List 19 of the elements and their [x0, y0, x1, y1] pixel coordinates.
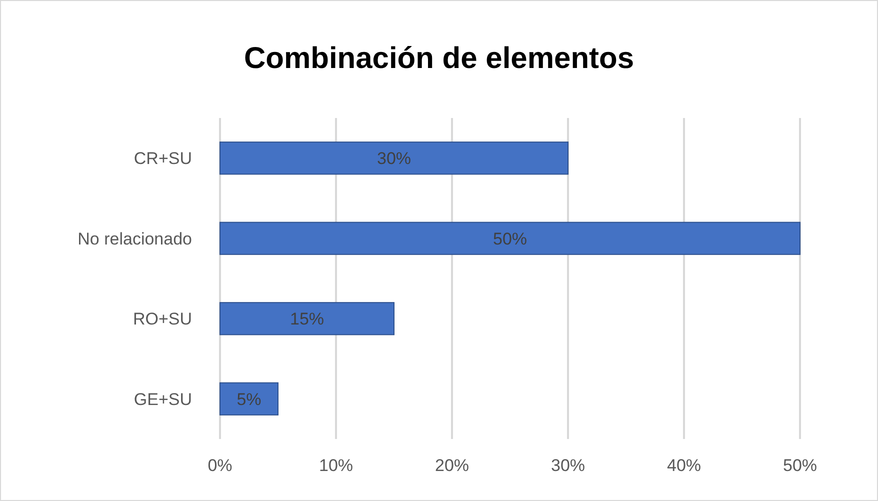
x-tick-label: 0% [208, 456, 232, 475]
bar [220, 142, 568, 175]
y-tick-label: RO+SU [132, 310, 192, 329]
x-tick-label: 10% [318, 456, 354, 475]
data-label: 30% [376, 149, 412, 168]
data-label: 50% [492, 229, 528, 248]
data-label: 5% [236, 390, 262, 409]
chart-title: Combinación de elementos [244, 42, 634, 75]
x-tick-label: 30% [550, 456, 586, 475]
bar [220, 222, 800, 255]
x-tick-label: 40% [666, 456, 702, 475]
x-tick-label: 50% [782, 456, 818, 475]
data-label: 15% [290, 310, 324, 329]
y-tick-label: GE+SU [134, 390, 192, 409]
y-tick-label: CR+SU [134, 149, 192, 168]
x-tick-label: 20% [434, 456, 470, 475]
y-tick-label: No relacionado [78, 229, 192, 248]
bar [220, 382, 278, 416]
bar [220, 302, 394, 336]
